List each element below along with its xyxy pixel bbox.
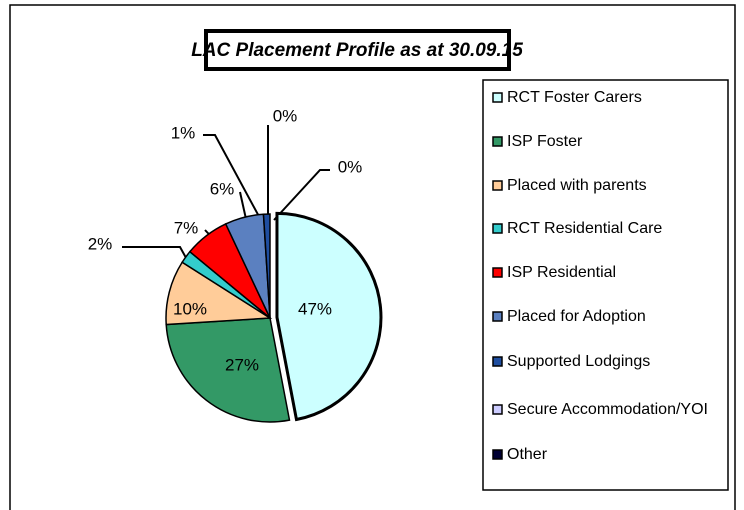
legend-label: RCT Residential Care	[507, 220, 662, 237]
legend-swatch	[492, 267, 503, 278]
legend-box	[482, 79, 729, 491]
leader-line	[273, 169, 330, 221]
leader-line	[122, 246, 191, 266]
legend-swatch	[492, 356, 503, 367]
data-label: 6%	[210, 179, 235, 198]
legend-swatch	[492, 404, 503, 415]
data-label: 1%	[171, 123, 196, 142]
legend-label: RCT Foster Carers	[507, 89, 642, 106]
legend-label: ISP Foster	[507, 133, 583, 150]
legend-label: Other	[507, 446, 548, 463]
legend-swatch	[492, 92, 503, 103]
pie-slice	[262, 213, 271, 319]
legend-label: Placed for Adoption	[507, 308, 646, 325]
data-label: 0%	[338, 157, 363, 176]
legend-swatch	[492, 449, 503, 460]
legend-label: Supported Lodgings	[507, 353, 650, 370]
leader-line	[203, 134, 263, 223]
pie-slice	[275, 211, 383, 422]
legend-swatch	[492, 311, 503, 322]
data-label: 47%	[298, 299, 332, 318]
legend-label: Secure Accommodation/YOI	[507, 401, 708, 418]
data-label: 10%	[173, 299, 207, 318]
title-box	[204, 29, 511, 71]
chart-frame	[9, 4, 736, 510]
legend-label: Placed with parents	[507, 177, 647, 194]
legend: RCT Foster Carers ISP Foster Placed with p…	[492, 89, 708, 463]
legend-label: ISP Residential	[507, 264, 616, 281]
pie-slice	[165, 317, 291, 423]
data-label: 27%	[225, 355, 259, 374]
chart-title: LAC Placement Profile as at 30.09.15	[191, 40, 523, 61]
data-label: 0%	[273, 106, 298, 125]
legend-swatch	[492, 223, 503, 234]
data-label: 2%	[88, 234, 113, 253]
data-label: 7%	[174, 218, 199, 237]
legend-swatch	[492, 180, 503, 191]
legend-swatch	[492, 136, 503, 147]
